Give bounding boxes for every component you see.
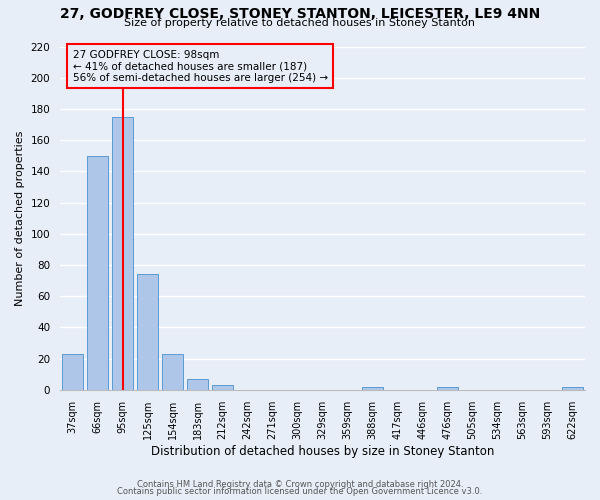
- Text: Size of property relative to detached houses in Stoney Stanton: Size of property relative to detached ho…: [125, 18, 476, 28]
- Text: 27, GODFREY CLOSE, STONEY STANTON, LEICESTER, LE9 4NN: 27, GODFREY CLOSE, STONEY STANTON, LEICE…: [60, 8, 540, 22]
- Y-axis label: Number of detached properties: Number of detached properties: [15, 130, 25, 306]
- X-axis label: Distribution of detached houses by size in Stoney Stanton: Distribution of detached houses by size …: [151, 444, 494, 458]
- Bar: [187, 379, 208, 390]
- Bar: [212, 385, 233, 390]
- Text: Contains public sector information licensed under the Open Government Licence v3: Contains public sector information licen…: [118, 487, 482, 496]
- Bar: [137, 274, 158, 390]
- Bar: [362, 386, 383, 390]
- Text: 27 GODFREY CLOSE: 98sqm
← 41% of detached houses are smaller (187)
56% of semi-d: 27 GODFREY CLOSE: 98sqm ← 41% of detache…: [73, 50, 328, 83]
- Bar: [62, 354, 83, 390]
- Bar: [87, 156, 108, 390]
- Bar: [437, 386, 458, 390]
- Bar: [112, 116, 133, 390]
- Bar: [162, 354, 183, 390]
- Text: Contains HM Land Registry data © Crown copyright and database right 2024.: Contains HM Land Registry data © Crown c…: [137, 480, 463, 489]
- Bar: [562, 386, 583, 390]
